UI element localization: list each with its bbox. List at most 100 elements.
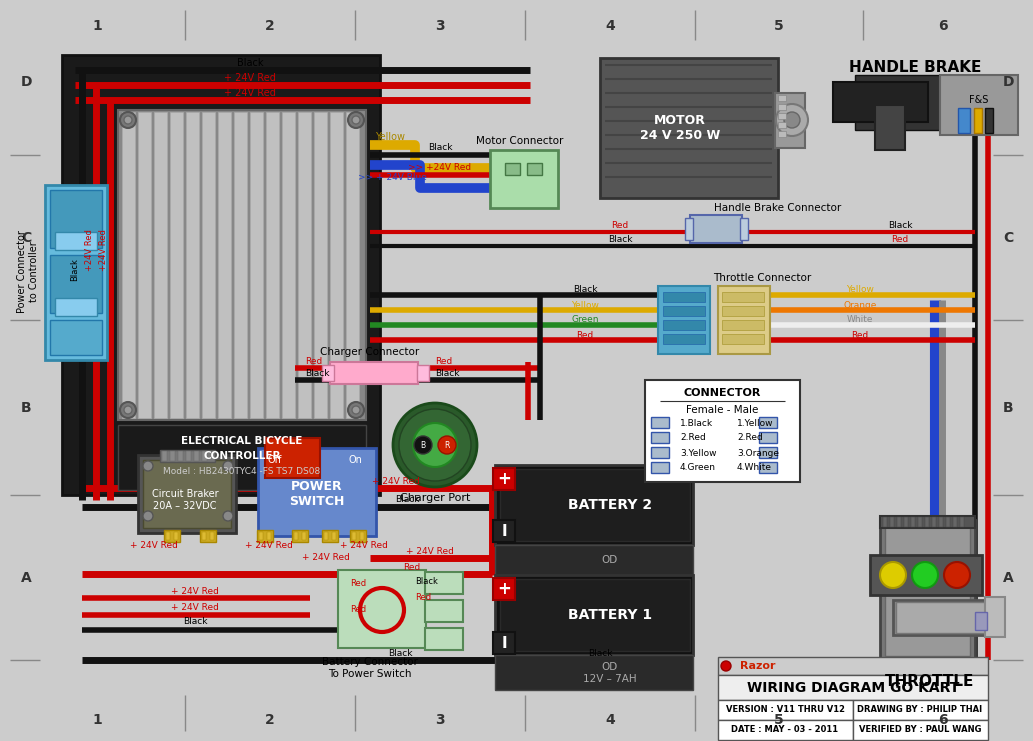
Bar bbox=[234, 112, 247, 418]
Text: I: I bbox=[501, 523, 507, 539]
Bar bbox=[651, 462, 669, 473]
Text: WIRING DIAGRAM GO KART: WIRING DIAGRAM GO KART bbox=[747, 681, 960, 695]
Bar bbox=[722, 292, 764, 302]
Text: Black: Black bbox=[588, 648, 613, 657]
Bar bbox=[960, 517, 964, 527]
Text: Model : HB2430TYC4 -FS TS7 DS08: Model : HB2430TYC4 -FS TS7 DS08 bbox=[163, 468, 320, 476]
Text: B: B bbox=[1003, 400, 1013, 414]
Bar bbox=[651, 447, 669, 458]
Circle shape bbox=[399, 409, 471, 481]
Text: Off: Off bbox=[268, 455, 282, 465]
Circle shape bbox=[414, 436, 432, 454]
Bar bbox=[267, 532, 271, 540]
Text: Green: Green bbox=[571, 316, 599, 325]
Bar bbox=[663, 292, 705, 302]
Bar bbox=[350, 530, 366, 542]
Bar bbox=[50, 320, 102, 355]
Bar bbox=[45, 185, 107, 360]
Circle shape bbox=[413, 423, 457, 467]
Bar bbox=[495, 465, 693, 545]
Circle shape bbox=[784, 112, 800, 128]
Bar bbox=[162, 451, 167, 461]
Text: Yellow: Yellow bbox=[571, 301, 599, 310]
Text: + 24V Red: + 24V Red bbox=[245, 540, 293, 550]
Text: B: B bbox=[21, 400, 31, 414]
Text: 1.Black: 1.Black bbox=[680, 419, 713, 428]
Bar bbox=[651, 417, 669, 428]
Circle shape bbox=[223, 461, 233, 471]
Text: BATTERY 1: BATTERY 1 bbox=[568, 608, 652, 622]
Text: +: + bbox=[497, 580, 511, 598]
Bar bbox=[904, 517, 908, 527]
Text: Red: Red bbox=[435, 356, 452, 365]
Text: Circuit Braker
20A – 32VDC: Circuit Braker 20A – 32VDC bbox=[152, 489, 218, 511]
Bar bbox=[778, 95, 786, 101]
Circle shape bbox=[352, 406, 359, 414]
Text: Red: Red bbox=[403, 562, 420, 571]
Text: 2: 2 bbox=[265, 713, 275, 727]
Text: A: A bbox=[1003, 571, 1013, 585]
Text: >> + 24V Blue: >> + 24V Blue bbox=[357, 173, 427, 182]
Bar bbox=[718, 675, 988, 700]
Bar bbox=[62, 55, 380, 495]
Text: Black: Black bbox=[415, 577, 438, 586]
Text: + 24V Red: + 24V Red bbox=[224, 88, 276, 98]
Bar bbox=[722, 306, 764, 316]
Bar bbox=[918, 517, 922, 527]
Text: THROTTLE: THROTTLE bbox=[885, 674, 975, 689]
Text: 1.Yellow: 1.Yellow bbox=[737, 419, 774, 428]
Bar bbox=[985, 597, 1005, 637]
Bar bbox=[332, 532, 336, 540]
Text: 1: 1 bbox=[93, 19, 102, 33]
Bar bbox=[322, 530, 338, 542]
Text: + 24V Red: + 24V Red bbox=[406, 547, 453, 556]
Text: 4.Green: 4.Green bbox=[680, 464, 716, 473]
Bar bbox=[925, 517, 929, 527]
Text: Yellow: Yellow bbox=[375, 132, 405, 142]
Bar bbox=[651, 432, 669, 443]
Text: Red: Red bbox=[851, 330, 869, 339]
Bar bbox=[685, 218, 693, 240]
Text: 4.White: 4.White bbox=[737, 464, 772, 473]
Bar bbox=[118, 425, 366, 490]
Text: + 24V Red: + 24V Red bbox=[224, 73, 276, 83]
Text: C: C bbox=[1003, 230, 1013, 245]
Bar bbox=[833, 82, 928, 122]
Text: + 24V Red: + 24V Red bbox=[171, 603, 219, 613]
Text: CONTROLLER: CONTROLLER bbox=[204, 451, 281, 461]
Text: 3.Yellow: 3.Yellow bbox=[680, 448, 717, 457]
Text: Red: Red bbox=[415, 593, 431, 602]
Circle shape bbox=[721, 661, 731, 671]
Text: I: I bbox=[501, 636, 507, 651]
Bar bbox=[883, 517, 887, 527]
Bar bbox=[893, 600, 993, 635]
Text: R: R bbox=[444, 440, 449, 450]
Text: + 24V Red: + 24V Red bbox=[171, 586, 219, 596]
Bar bbox=[718, 286, 770, 354]
Text: BATTERY 2: BATTERY 2 bbox=[568, 498, 652, 512]
Text: Black: Black bbox=[70, 259, 80, 282]
Bar bbox=[663, 306, 705, 316]
Bar bbox=[202, 532, 206, 540]
Bar bbox=[940, 75, 1018, 135]
Bar bbox=[202, 451, 207, 461]
Bar bbox=[958, 108, 970, 133]
Text: 3.Orange: 3.Orange bbox=[737, 448, 779, 457]
Text: Razor: Razor bbox=[740, 661, 776, 671]
Bar bbox=[759, 432, 777, 443]
Bar bbox=[160, 450, 215, 462]
Text: Yellow: Yellow bbox=[846, 285, 874, 294]
Text: Throttle Connector: Throttle Connector bbox=[713, 273, 811, 283]
Bar bbox=[417, 365, 429, 381]
Bar bbox=[718, 700, 853, 720]
Bar bbox=[500, 469, 690, 541]
Circle shape bbox=[393, 403, 477, 487]
Text: 6: 6 bbox=[938, 713, 948, 727]
Text: Red: Red bbox=[350, 605, 366, 614]
Text: Black: Black bbox=[305, 370, 330, 379]
Bar bbox=[324, 532, 328, 540]
Bar bbox=[259, 532, 263, 540]
Bar bbox=[974, 108, 982, 133]
Bar bbox=[939, 517, 943, 527]
Text: Red: Red bbox=[305, 356, 322, 365]
